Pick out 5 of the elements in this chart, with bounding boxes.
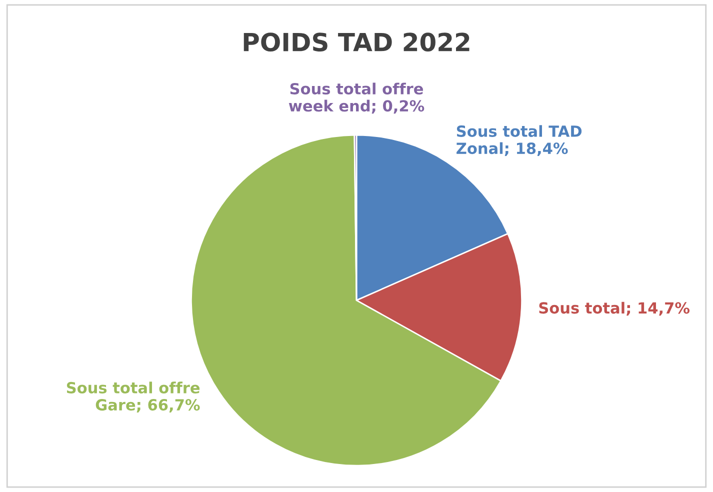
chart-title: POIDS TAD 2022 — [244, 32, 470, 52]
slice-label: Sous total TAD Zonal; 18,4% — [456, 125, 582, 156]
slice-label: Sous total offre Gare; 66,7% — [66, 382, 200, 413]
slice-label: Sous total; 14,7% — [539, 302, 690, 316]
slice-label: Sous total offre week end; 0,2% — [288, 82, 424, 114]
